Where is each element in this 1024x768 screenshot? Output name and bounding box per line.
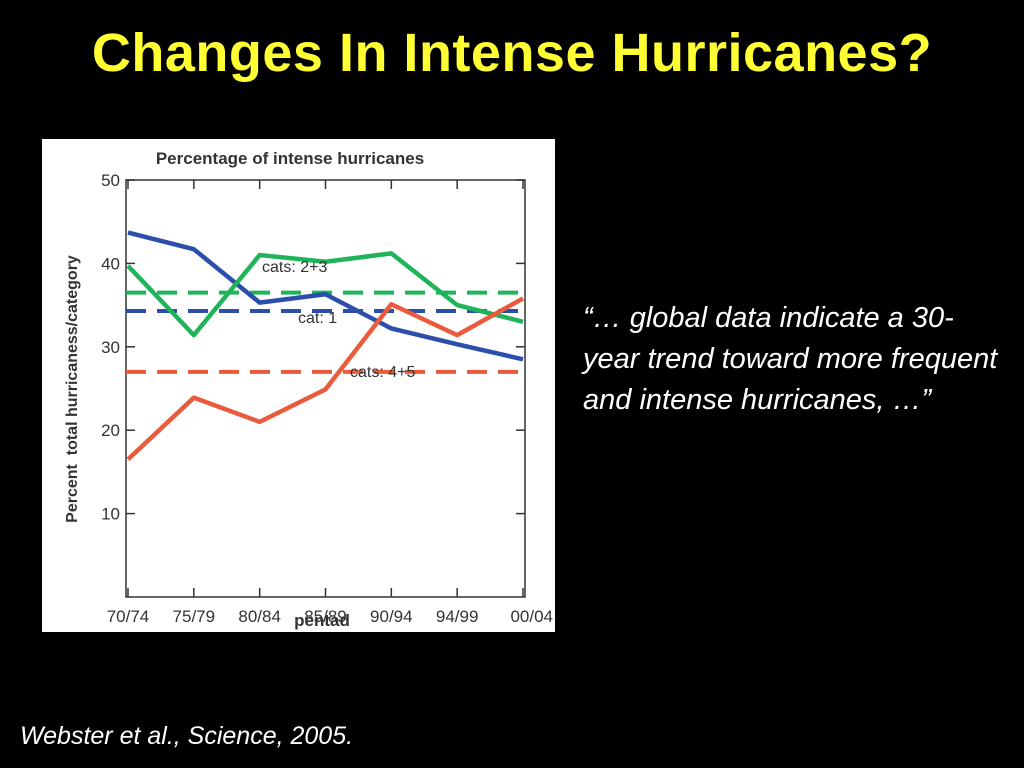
x-tick-label: 90/94 xyxy=(370,607,413,626)
y-tick-label: 40 xyxy=(101,254,120,273)
series-line xyxy=(127,230,524,362)
series-label: cats: 2+3 xyxy=(262,259,327,276)
x-tick-label: 85/89 xyxy=(304,607,347,626)
series-label: cat: 1 xyxy=(298,310,337,327)
citation: Webster et al., Science, 2005. xyxy=(20,722,354,750)
x-tick-label: 94/99 xyxy=(436,607,479,626)
slide-title: Changes In Intense Hurricanes? xyxy=(91,23,933,83)
series-lines xyxy=(126,230,525,462)
chart-panel: Percentage of intense hurricanes 10 20 30 4… xyxy=(42,139,555,632)
y-tick-label: 50 xyxy=(101,171,120,190)
y-tick-label: 30 xyxy=(101,338,120,357)
series-line xyxy=(126,251,524,338)
series-labels: cat: 1 cats: 2+3 cats: 4+5 xyxy=(262,259,415,381)
y-axis: 10 20 30 40 50 xyxy=(101,171,525,524)
y-tick-label: 10 xyxy=(101,505,120,524)
line-chart: Percentage of intense hurricanes 10 20 30 4… xyxy=(64,149,553,630)
series-label: cats: 4+5 xyxy=(350,364,415,381)
series-line xyxy=(126,296,525,462)
x-axis: 70/74 75/79 80/84 85/89 90/94 94/99 00/04 xyxy=(107,180,553,626)
x-tick-label: 70/74 xyxy=(107,607,150,626)
y-tick-label: 20 xyxy=(101,421,120,440)
x-tick-label: 00/04 xyxy=(510,607,553,626)
x-axis-label: pentad xyxy=(294,611,350,630)
y-axis-label: Percent total hurricaness/category xyxy=(64,255,81,523)
x-tick-label: 80/84 xyxy=(238,607,281,626)
chart-title: Percentage of intense hurricanes xyxy=(156,149,424,168)
x-tick-label: 75/79 xyxy=(173,607,216,626)
quote-text: “… global data indicate a 30-year trend … xyxy=(583,302,998,416)
